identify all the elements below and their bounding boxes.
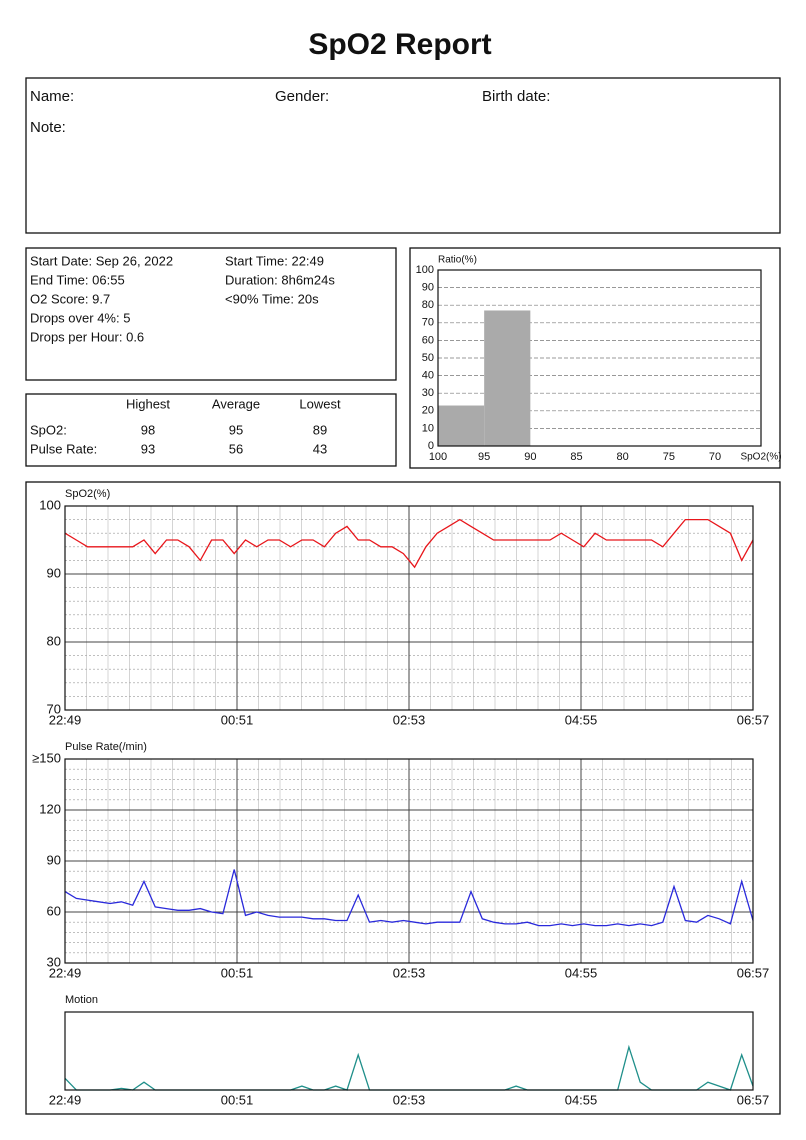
- histogram-box: [409, 247, 781, 469]
- x-axis-label: SpO2(%): [740, 452, 781, 463]
- y-tick-label: 60: [422, 334, 434, 346]
- x-tick-label: 85: [570, 451, 582, 463]
- plot-frame: [64, 758, 754, 964]
- x-tick-label: 22:49: [49, 1092, 82, 1107]
- table-cell: 95: [229, 422, 243, 437]
- x-tick-label: 06:57: [737, 965, 770, 980]
- row-label: SpO2:: [30, 422, 67, 437]
- x-tick-label: 70: [709, 451, 721, 463]
- table-header: Lowest: [299, 396, 341, 411]
- x-tick-label: 95: [478, 451, 490, 463]
- chart-title: Pulse Rate(/min): [65, 741, 147, 753]
- x-tick-label: 100: [429, 451, 447, 463]
- summary-line: O2 Score: 9.7: [30, 291, 110, 306]
- chart-title: Ratio(%): [438, 255, 477, 266]
- x-tick-label: 06:57: [737, 712, 770, 727]
- data-line: [64, 869, 754, 927]
- table-cell: 43: [313, 441, 327, 456]
- y-tick-label: 80: [422, 299, 434, 311]
- data-line: [64, 518, 754, 569]
- summary-line: Start Time: 22:49: [225, 253, 324, 268]
- plot-frame: [437, 269, 762, 447]
- summary-line: Duration: 8h6m24s: [225, 272, 335, 287]
- y-tick-label: 60: [47, 903, 61, 918]
- x-tick-label: 00:51: [221, 965, 254, 980]
- y-tick-label: 70: [422, 317, 434, 329]
- row-label: Pulse Rate:: [30, 441, 97, 456]
- y-tick-label: 10: [422, 422, 434, 434]
- table-cell: 89: [313, 422, 327, 437]
- y-tick-label: 70: [47, 701, 61, 716]
- y-tick-label: 90: [47, 565, 61, 580]
- x-tick-label: 90: [524, 451, 536, 463]
- report-title: SpO2 Report: [308, 28, 491, 61]
- table-header: Highest: [126, 396, 170, 411]
- table-cell: 56: [229, 441, 243, 456]
- x-tick-label: 22:49: [49, 965, 82, 980]
- x-tick-label: 00:51: [221, 1092, 254, 1107]
- trend-box: [25, 481, 781, 1115]
- bar: [484, 310, 531, 446]
- x-tick-label: 75: [663, 451, 675, 463]
- y-tick-label: 100: [416, 264, 434, 276]
- y-tick-label: 100: [39, 497, 61, 512]
- plot-frame: [64, 505, 754, 711]
- y-tick-label: 120: [39, 801, 61, 816]
- table-cell: 98: [141, 422, 155, 437]
- y-tick-label: 50: [422, 352, 434, 364]
- y-tick-label: 90: [47, 852, 61, 867]
- x-tick-label: 22:49: [49, 712, 82, 727]
- summary-line: Drops per Hour: 0.6: [30, 329, 144, 344]
- y-tick-label: 0: [428, 440, 434, 452]
- table-cell: 93: [141, 441, 155, 456]
- summary-line: Drops over 4%: 5: [30, 310, 130, 325]
- x-tick-label: 04:55: [565, 965, 598, 980]
- y-tick-label: 30: [47, 954, 61, 969]
- x-tick-label: 06:57: [737, 1092, 770, 1107]
- birth-date-field: Birth date:: [482, 88, 550, 105]
- y-tick-label: 40: [422, 370, 434, 382]
- gender-field: Gender:: [275, 88, 329, 105]
- stats-box: [25, 393, 397, 467]
- x-tick-label: 02:53: [393, 1092, 426, 1107]
- summary-line: End Time: 06:55: [30, 272, 125, 287]
- y-tick-label: ≥150: [32, 750, 61, 765]
- summary-line: <90% Time: 20s: [225, 291, 319, 306]
- y-tick-label: 20: [422, 405, 434, 417]
- chart-title: SpO2(%): [65, 488, 110, 500]
- x-tick-label: 04:55: [565, 712, 598, 727]
- patient-box: [25, 77, 781, 234]
- x-tick-label: 02:53: [393, 712, 426, 727]
- x-tick-label: 80: [617, 451, 629, 463]
- bar: [438, 405, 485, 446]
- y-tick-label: 80: [47, 633, 61, 648]
- x-tick-label: 00:51: [221, 712, 254, 727]
- name-field: Name:: [30, 88, 74, 105]
- summary-box: [25, 247, 397, 381]
- plot-frame: [64, 1011, 754, 1091]
- chart-title: Motion: [65, 994, 98, 1006]
- y-tick-label: 30: [422, 387, 434, 399]
- note-field: Note:: [30, 119, 66, 136]
- y-tick-label: 90: [422, 282, 434, 294]
- summary-line: Start Date: Sep 26, 2022: [30, 253, 173, 268]
- x-tick-label: 04:55: [565, 1092, 598, 1107]
- data-line: [64, 1044, 754, 1091]
- table-header: Average: [212, 396, 260, 411]
- x-tick-label: 02:53: [393, 965, 426, 980]
